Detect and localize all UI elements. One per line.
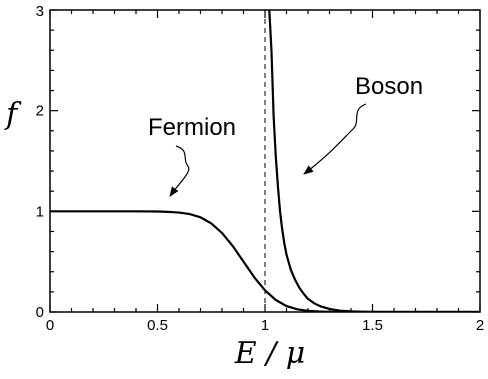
plot-frame <box>49 9 481 313</box>
y-tick-label: 2 <box>36 103 44 120</box>
fermion-annotation: Fermion <box>148 114 236 141</box>
x-tick-label: 1.5 <box>362 317 383 334</box>
y-tick-labels: 0 1 2 3 <box>36 3 44 321</box>
y-tick-label: 1 <box>36 203 44 220</box>
x-tick-label: 2 <box>476 317 484 334</box>
x-tick-label: 0 <box>46 317 54 334</box>
x-tick-label: 1 <box>261 317 269 334</box>
boson-annotation: Boson <box>355 73 423 100</box>
x-tick-labels: 0 0.5 1 1.5 2 <box>46 317 484 334</box>
x-axis-label: E / μ <box>234 336 306 371</box>
y-axis-label: f <box>4 97 22 132</box>
boson-arrow <box>303 103 367 175</box>
boson-curve <box>268 10 480 312</box>
y-tick-label: 3 <box>36 3 44 20</box>
y-tick-label: 0 <box>36 304 44 321</box>
x-tick-label: 0.5 <box>147 317 168 334</box>
fermion-arrow <box>169 145 190 197</box>
